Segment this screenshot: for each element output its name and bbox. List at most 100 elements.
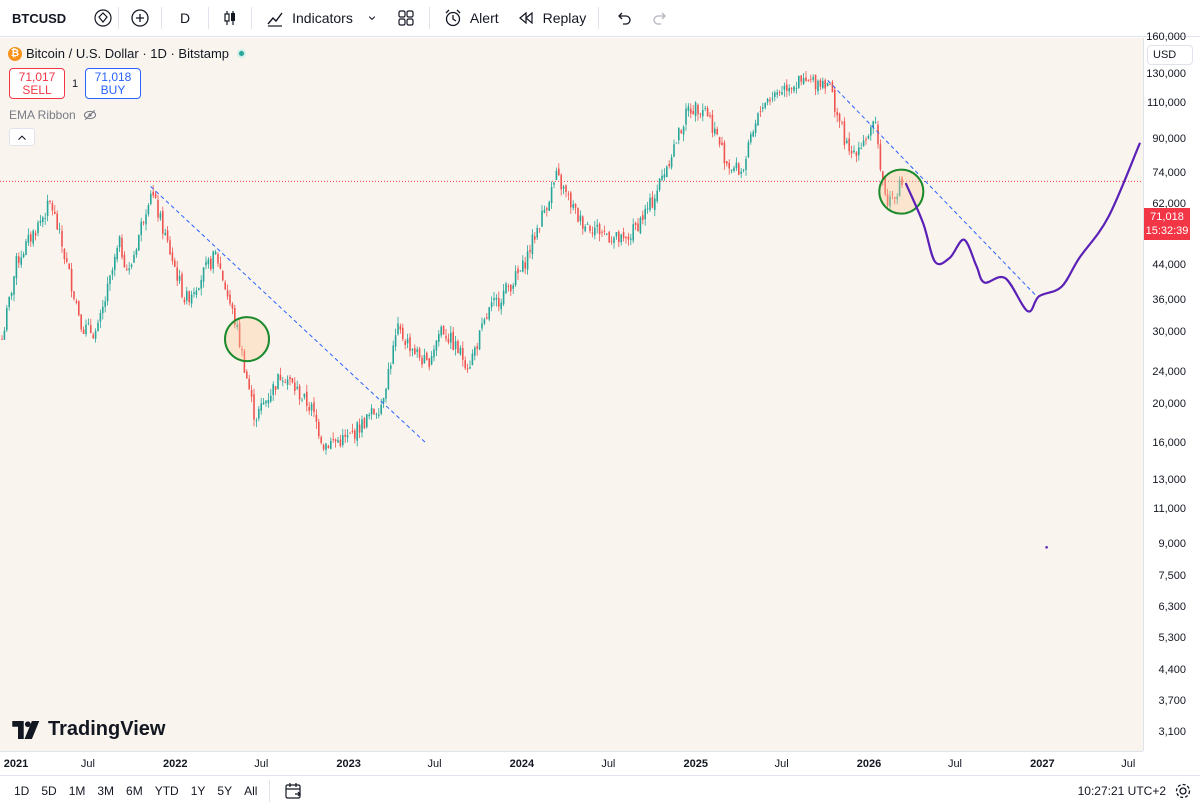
candle-body <box>433 349 435 358</box>
candle-body <box>747 142 750 158</box>
candle-body <box>534 236 536 240</box>
clock-timezone[interactable]: 10:27:21 UTC+2 <box>1077 784 1166 798</box>
candle-body <box>740 171 742 174</box>
range-button-1y[interactable]: 1Y <box>190 783 206 798</box>
candle-body <box>315 414 318 422</box>
candle-body <box>762 107 764 109</box>
candle-body <box>188 291 190 303</box>
candle-body <box>778 92 781 93</box>
redo-icon[interactable] <box>649 7 671 29</box>
range-button-5y[interactable]: 5Y <box>217 783 233 798</box>
indicators-button[interactable]: Indicators <box>256 0 387 37</box>
candle-body <box>234 308 236 325</box>
candle-body <box>284 382 286 383</box>
indicator-legend-ema[interactable]: EMA Ribbon <box>9 107 98 123</box>
trendline-dashed <box>827 80 1037 297</box>
candle-body <box>200 279 202 289</box>
currency-selector[interactable]: USD <box>1147 45 1193 65</box>
candle-body <box>267 399 270 404</box>
time-axis[interactable]: 2021 Jul 2022 Jul 2023 Jul 2024 Jul 2025 Jul 2026 J… <box>0 751 1143 775</box>
candle-body <box>493 298 495 301</box>
chart-legend: ₿ Bitcoin / U.S. Dollar · 1D · Bitstamp <box>8 46 246 61</box>
candle-body <box>498 297 500 307</box>
candle-body <box>565 185 567 192</box>
candle-body <box>54 211 56 215</box>
buy-label: BUY <box>100 83 126 97</box>
candle-body <box>781 92 783 95</box>
price-axis-label: 7,500 <box>1158 570 1186 583</box>
add-symbol-icon[interactable] <box>129 7 151 29</box>
candle-body <box>325 443 327 451</box>
buy-button[interactable]: 71,018 BUY <box>85 68 141 99</box>
candle-body <box>392 345 394 364</box>
candle-body <box>61 230 63 247</box>
range-button-ytd[interactable]: YTD <box>154 783 179 798</box>
candle-body <box>711 114 714 133</box>
candle-body <box>757 113 759 126</box>
symbol-search-button[interactable]: BTCUSD <box>0 0 92 37</box>
candle-body <box>694 102 697 117</box>
price-axis-label: 74,000 <box>1152 167 1186 180</box>
range-button-3m[interactable]: 3M <box>97 783 115 798</box>
replay-button[interactable]: Replay <box>507 0 595 37</box>
candle-body <box>488 307 490 320</box>
range-button-5d[interactable]: 5D <box>41 783 57 798</box>
candle-body <box>558 168 560 176</box>
candle-body <box>807 79 810 81</box>
tradingview-watermark[interactable]: TradingView <box>12 718 165 741</box>
candle-body <box>159 213 162 219</box>
candle-body <box>817 80 819 92</box>
candle-body <box>138 234 140 251</box>
sell-button[interactable]: 71,017 SELL <box>9 68 65 99</box>
settings-gear-icon[interactable] <box>1172 780 1194 802</box>
candle-body <box>147 205 150 215</box>
calendar-goto-icon[interactable] <box>282 780 304 802</box>
alert-button[interactable]: Alert <box>434 0 507 37</box>
price-chart[interactable] <box>0 38 1143 751</box>
chevron-down-icon[interactable] <box>365 7 379 29</box>
candle-body <box>279 374 282 381</box>
range-button-all[interactable]: All <box>244 783 258 798</box>
candle-body <box>303 393 306 398</box>
candle-body <box>502 290 505 305</box>
candle-body <box>721 142 723 146</box>
candlestick-icon[interactable] <box>219 7 241 29</box>
candle-body <box>733 167 735 171</box>
time-axis-label: 2021 <box>3 758 29 770</box>
price-axis[interactable]: 160,000 130,000 110,000 90,000 74,000 62,000 5… <box>1143 31 1200 751</box>
candle-body <box>435 340 438 351</box>
eye-hidden-icon[interactable] <box>82 107 98 123</box>
candle-body <box>334 439 337 442</box>
layouts-icon[interactable] <box>395 7 417 29</box>
range-button-6m[interactable]: 6M <box>126 783 143 798</box>
interval-button[interactable]: D <box>166 0 204 37</box>
candle-body <box>596 224 598 227</box>
candle-body <box>82 329 85 334</box>
diamond-icon[interactable] <box>92 7 114 29</box>
collapse-legend-button[interactable] <box>9 128 35 146</box>
legend-title: Bitcoin / U.S. Dollar · 1D · Bitstamp <box>26 46 229 61</box>
undo-icon[interactable] <box>613 7 635 29</box>
candle-body <box>572 204 574 208</box>
candle-body <box>690 108 692 114</box>
candle-body <box>42 217 44 223</box>
candle-body <box>118 236 121 248</box>
candle-body <box>130 264 133 267</box>
candle-body <box>766 98 769 103</box>
candle-body <box>750 134 752 143</box>
candle-body <box>229 294 231 304</box>
price-axis-label: 16,000 <box>1152 436 1186 449</box>
candle-body <box>865 139 867 141</box>
candle-body <box>219 263 222 269</box>
candle-body <box>178 275 181 281</box>
candle-body <box>94 331 97 339</box>
candle-body <box>68 263 70 270</box>
candle-body <box>668 164 670 167</box>
range-button-1d[interactable]: 1D <box>14 783 30 798</box>
range-button-1m[interactable]: 1M <box>68 783 86 798</box>
candle-body <box>548 201 550 211</box>
chart-pane[interactable] <box>0 38 1143 751</box>
candle-body <box>726 161 728 164</box>
candle-body <box>526 251 529 270</box>
